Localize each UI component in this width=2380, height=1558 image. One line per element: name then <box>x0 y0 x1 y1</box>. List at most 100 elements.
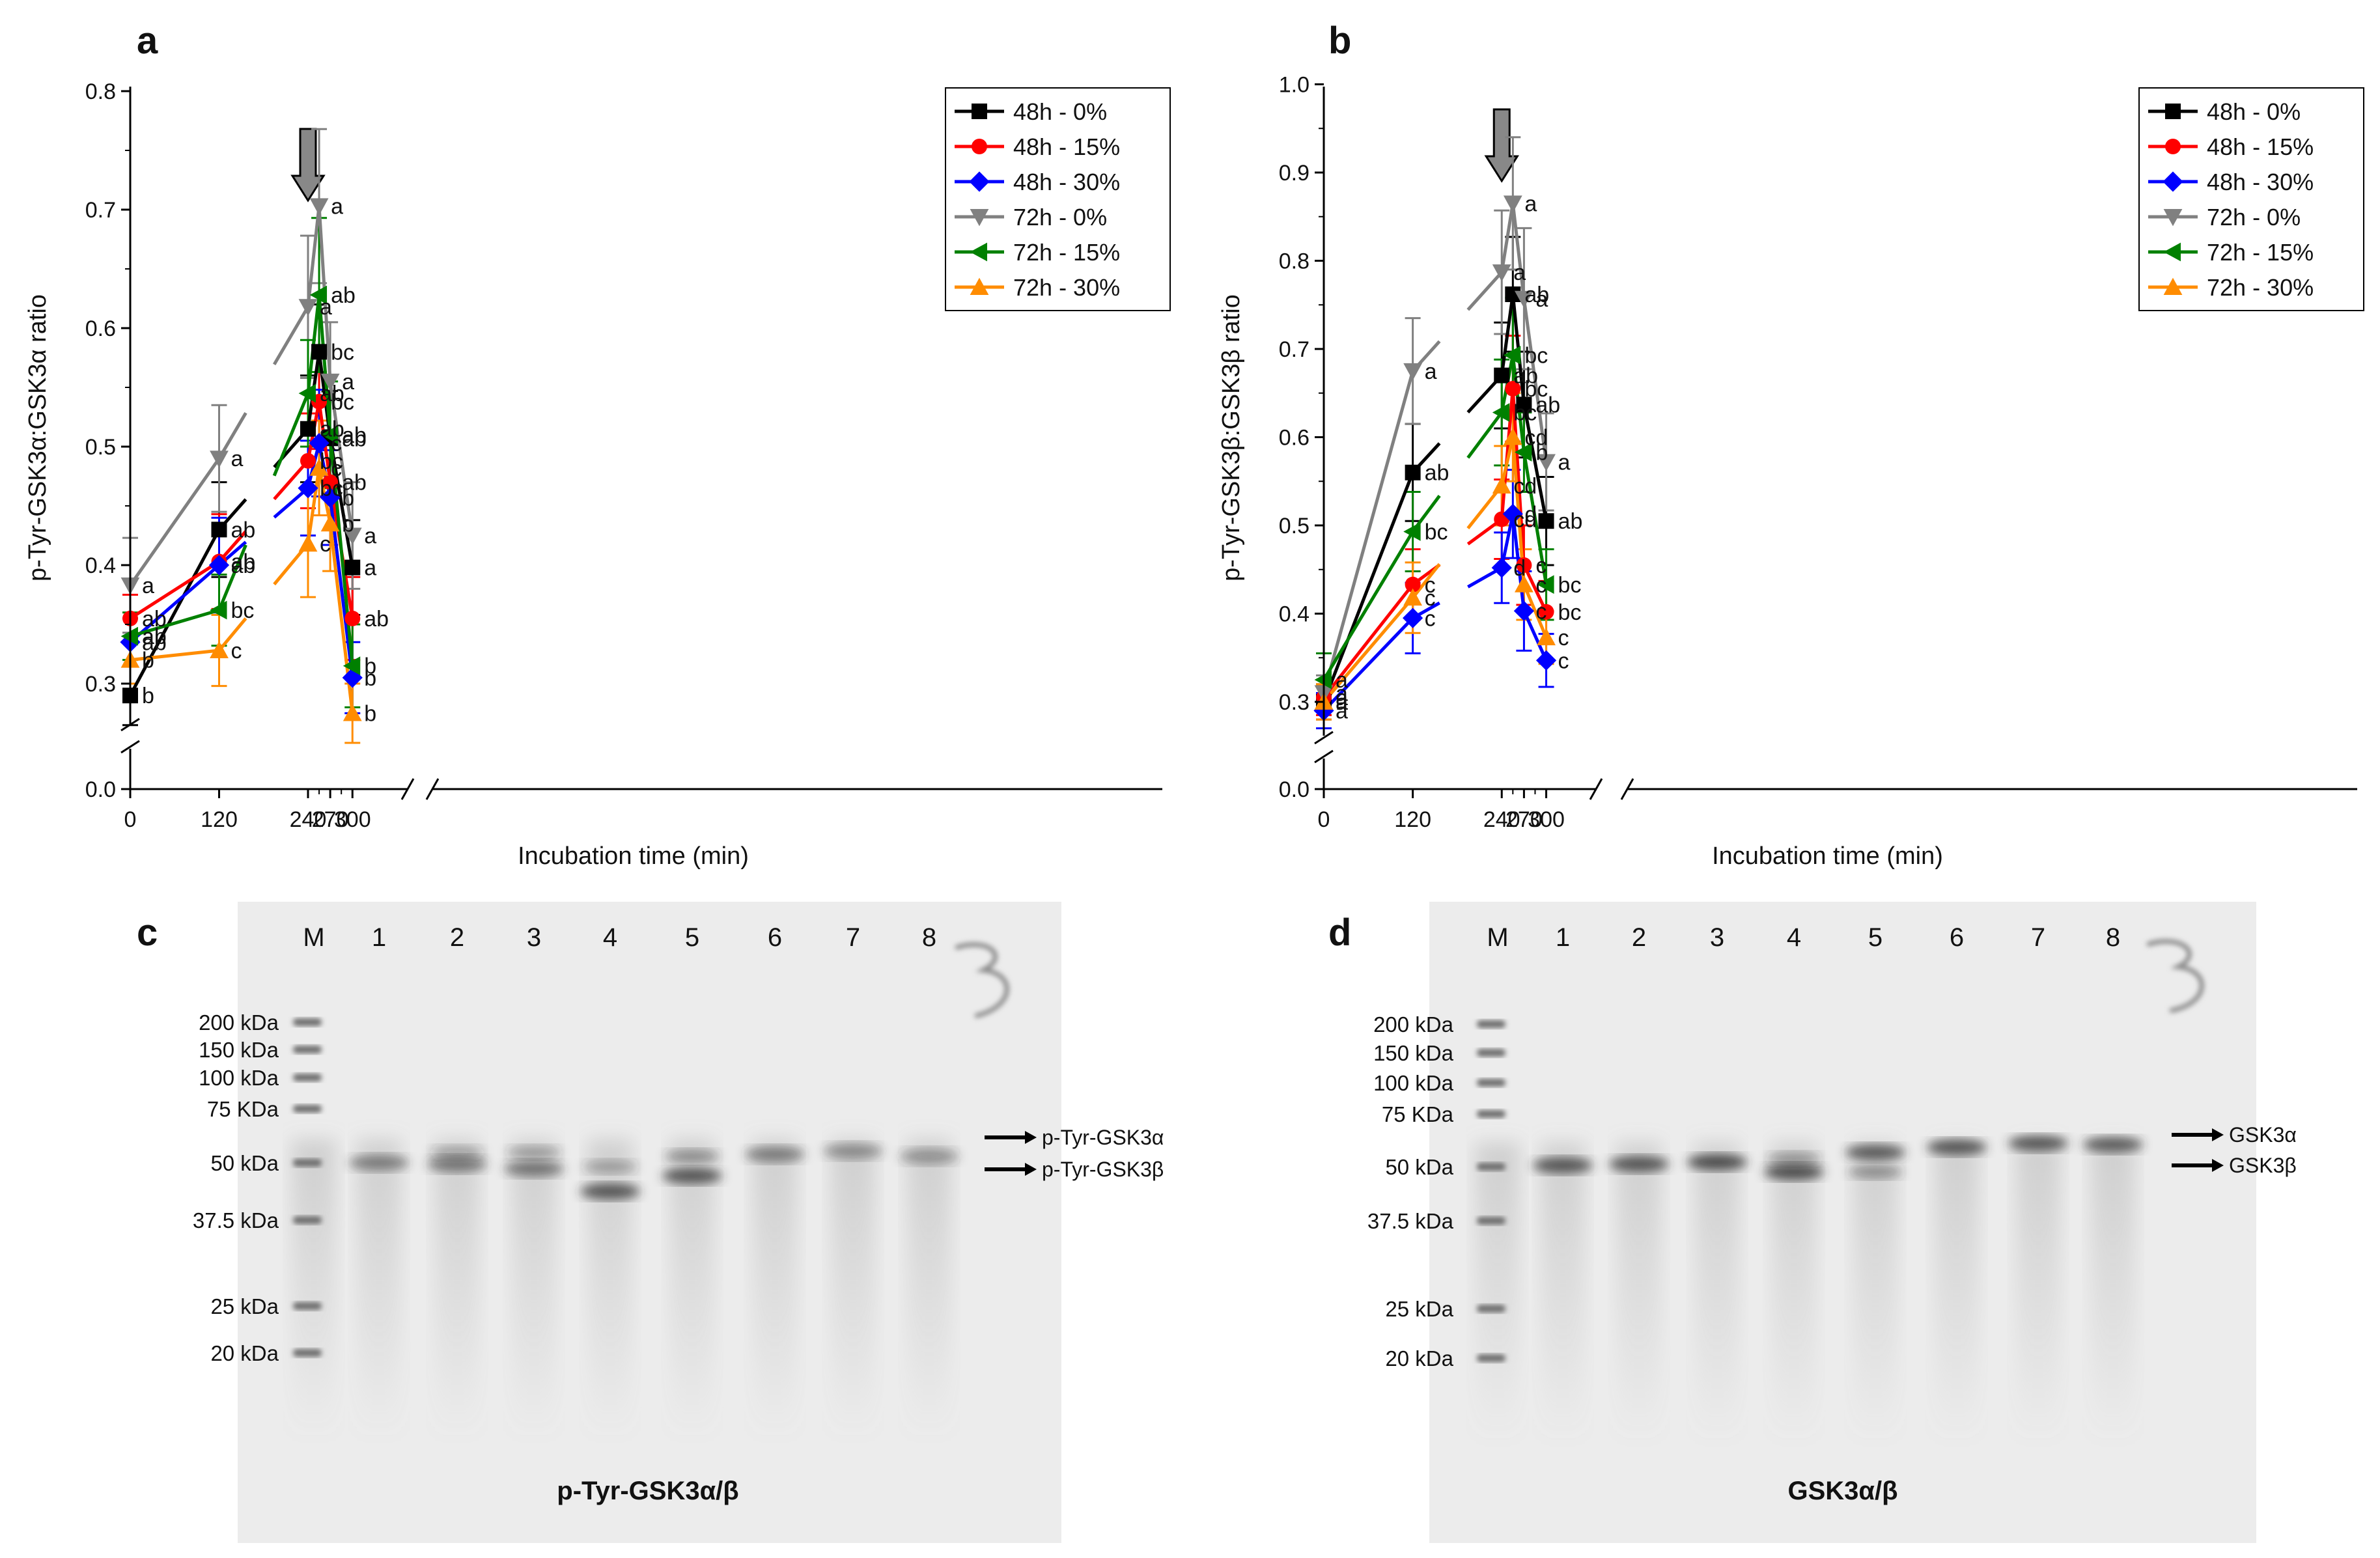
blot-membrane <box>238 902 1061 1543</box>
significance-letter: a <box>320 295 332 320</box>
legend-label: 72h - 0% <box>2207 204 2301 230</box>
series-line <box>1323 617 1414 712</box>
y-axis-label: p-Tyr-GSK3β:GSK3β ratio <box>1218 294 1245 581</box>
significance-letter: c <box>1425 573 1436 598</box>
data-point <box>344 559 361 576</box>
y-tick-label: 0.6 <box>1279 426 1309 451</box>
molecular-weight-labels: 200 kDa 150 kDa 100 kDa 75 KDa 50 kDa 37.5 kD… <box>193 1010 279 1365</box>
error-bars <box>1316 136 1554 730</box>
significance-letter: d <box>1513 556 1526 581</box>
series-line <box>217 617 247 652</box>
x-tick-label: 0 <box>1318 807 1330 832</box>
significance-letter: c <box>320 532 331 557</box>
data-point <box>1538 513 1554 529</box>
lane-label: 6 <box>1950 923 1964 952</box>
significance-letter: a <box>231 447 244 471</box>
significance-letter: c <box>1425 586 1436 611</box>
significance-letter: a <box>1336 690 1348 715</box>
series-line <box>1322 471 1414 702</box>
significance-letter: bc <box>331 390 354 415</box>
y-tick-label: 0.9 <box>1279 161 1309 186</box>
data-point <box>1503 346 1521 365</box>
data-point <box>210 600 227 620</box>
legend-label: 48h - 15% <box>1013 133 1120 160</box>
pen-mark <box>955 942 1009 1018</box>
y-tick-label: 0.0 <box>85 777 116 802</box>
significance-letter: c <box>1425 606 1436 631</box>
lane-label: 4 <box>1787 923 1801 952</box>
data-point <box>1505 380 1521 396</box>
lane-label: 7 <box>846 923 860 952</box>
legend-marker <box>2163 171 2183 192</box>
protein-band <box>1927 1139 1987 1155</box>
ladder-band <box>1477 1049 1505 1057</box>
series-line <box>130 648 219 662</box>
legend-label: 72h - 30% <box>1013 274 1120 301</box>
lane-smear <box>1476 1143 1520 1442</box>
significance-letter: ab <box>342 426 367 451</box>
significance-letter: bc <box>331 340 354 365</box>
data-point <box>309 198 329 216</box>
data-point <box>1503 428 1522 445</box>
significance-letter: a <box>1336 668 1348 693</box>
significance-letter: b <box>1535 441 1548 466</box>
legend: 48h - 0% 48h - 15% 48h - 30% 72h - 0% 72h - … <box>945 87 1171 311</box>
band-arrow-icon <box>985 1131 1037 1144</box>
y-tick-label: 0.4 <box>1279 602 1309 627</box>
x-axis-break-mark <box>1589 778 1634 800</box>
legend-label: 72h - 30% <box>2207 274 2314 301</box>
panel-label-a: a <box>137 20 158 62</box>
series-line <box>272 393 310 477</box>
ladder-band <box>293 1046 322 1053</box>
data-point <box>1492 403 1510 422</box>
ladder-band <box>1477 1305 1505 1313</box>
significance-letter: a <box>1336 686 1348 710</box>
significance-letters: bababbcabaababbcbcababababbccbbaaaaaaabb… <box>142 195 389 727</box>
protein-band <box>1848 1165 1903 1178</box>
significance-letter: ab <box>231 550 256 575</box>
significance-letter: b <box>364 702 376 727</box>
ladder-band <box>293 1302 322 1310</box>
data-point <box>1491 557 1512 578</box>
y-tick-label: 0.8 <box>85 79 116 104</box>
y-axis-label: p-Tyr-GSK3α:GSK3α ratio <box>24 294 51 581</box>
lane-smear <box>831 1139 875 1439</box>
ladder-band <box>293 1349 322 1357</box>
significance-letter: bc <box>1524 377 1548 402</box>
legend-label: 48h - 0% <box>1013 98 1107 125</box>
significance-letter: a <box>142 574 154 598</box>
significance-letter: a <box>1336 699 1348 724</box>
protein-band <box>665 1150 720 1163</box>
data-point <box>1403 363 1423 381</box>
data-point <box>1514 443 1532 462</box>
blot-caption: p-Tyr-GSK3α/β <box>557 1477 738 1505</box>
western-blot-d: M 1 2 3 4 5 6 7 8 200 kDa 150 kDa 100 kDa 75 KDa 50 … <box>1367 902 2297 1543</box>
significance-letter: b <box>142 648 154 673</box>
lane-label: 6 <box>768 923 782 952</box>
protein-band <box>583 1160 637 1173</box>
chart-a: bababbcabaababbcbcababababbccbbaaaaaaabb… <box>24 79 1171 870</box>
series-line <box>217 544 247 611</box>
significance-letter: bc <box>1513 401 1537 426</box>
lane-label: 7 <box>2031 923 2045 952</box>
significance-letter: cd <box>1513 508 1537 533</box>
data-point <box>298 383 316 403</box>
significance-letter: a <box>1535 287 1548 312</box>
data-point <box>1537 454 1556 471</box>
legend-label: 48h - 15% <box>2207 133 2314 160</box>
x-tick-label: 240 <box>1483 807 1520 832</box>
pen-mark <box>2146 939 2204 1013</box>
legend-label: 48h - 0% <box>2207 98 2301 125</box>
series-line <box>1322 370 1415 694</box>
series-line <box>1323 583 1414 699</box>
y-tick-label: 0.5 <box>1279 514 1309 538</box>
data-point <box>1403 522 1421 541</box>
significance-letter: a <box>1524 191 1537 216</box>
legend-marker <box>970 277 989 295</box>
significance-letter: bc <box>1558 573 1582 598</box>
significance-letter: a <box>1558 450 1571 475</box>
significance-letter: a <box>1513 260 1526 285</box>
data-point <box>343 656 361 676</box>
treatment-arrow <box>1484 108 1519 183</box>
significance-letter: ab <box>231 518 256 542</box>
